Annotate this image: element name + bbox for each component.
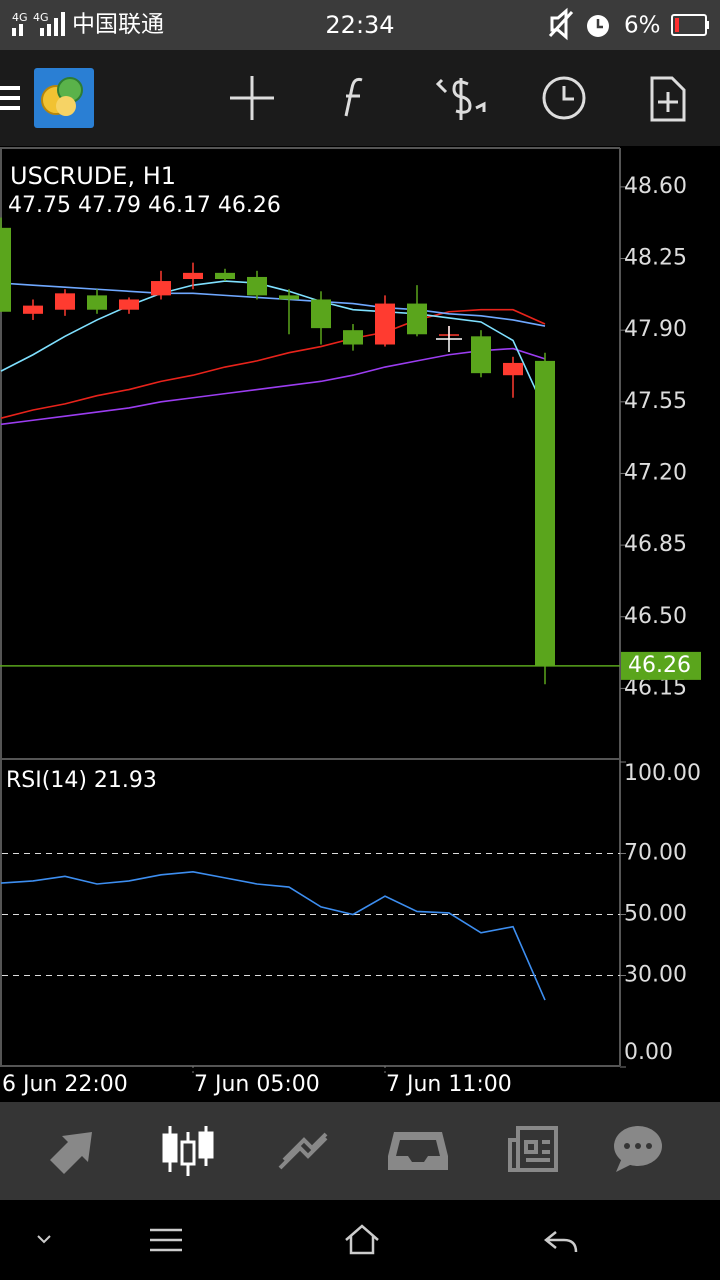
candle-body xyxy=(471,336,491,374)
y-tick-label: 47.90 xyxy=(624,317,687,342)
news-tab[interactable] xyxy=(508,1126,558,1172)
network: 4G xyxy=(12,11,28,24)
y-tick-label: 46.85 xyxy=(624,532,687,557)
candle-body xyxy=(407,303,427,335)
candle-body xyxy=(535,360,555,666)
last-price-box xyxy=(621,651,701,680)
y-tick-label: 48.25 xyxy=(624,246,687,271)
candle-body xyxy=(87,295,107,310)
candle-body xyxy=(183,272,203,280)
x-tick-label: 7 Jun 11:00 xyxy=(386,1072,512,1097)
nav-bar xyxy=(0,1200,720,1280)
clock: 22:34 xyxy=(325,11,394,39)
app-icon[interactable] xyxy=(34,68,94,128)
tab-bar xyxy=(0,1102,720,1200)
x-tick-label: 6 Jun 22:00 xyxy=(2,1072,128,1097)
rsi-line xyxy=(0,870,546,1001)
rsi-title: RSI(14) 21.93 xyxy=(6,768,157,793)
nav-menu[interactable] xyxy=(150,1228,182,1252)
chart-frame xyxy=(0,147,621,1067)
signal-icon xyxy=(12,12,65,36)
nav-back[interactable] xyxy=(543,1231,578,1253)
last-price-label: 46.26 xyxy=(628,653,691,678)
x-tick-label: 7 Jun 05:00 xyxy=(194,1072,320,1097)
rsi-tick-label: 70.00 xyxy=(624,841,687,866)
moving-average xyxy=(0,347,546,426)
quotes-tab[interactable] xyxy=(50,1132,92,1174)
candle-body xyxy=(55,293,75,310)
trade-button[interactable] xyxy=(435,78,486,120)
battery-level: 6% xyxy=(624,13,661,39)
alarm-icon xyxy=(587,15,609,37)
mute-icon xyxy=(548,7,574,41)
candle-body xyxy=(0,227,11,312)
candle-body xyxy=(375,303,395,345)
battery-icon xyxy=(671,14,709,36)
nav-collapse[interactable] xyxy=(37,1235,51,1244)
candle-body xyxy=(343,330,363,345)
menu-button[interactable] xyxy=(0,86,20,110)
candle-body xyxy=(215,272,235,280)
price-chart: 48.6048.2547.9047.5547.2046.8546.5046.15… xyxy=(0,174,701,1097)
moving-average xyxy=(0,308,546,419)
y-tick-label: 47.55 xyxy=(624,389,687,414)
candle-body xyxy=(247,276,267,296)
symbol-title: USCRUDE, H1 xyxy=(10,162,176,190)
moving-average xyxy=(0,282,546,327)
candle-body xyxy=(279,295,299,300)
rsi-tick-label: 30.00 xyxy=(624,963,687,988)
crosshair-button[interactable] xyxy=(230,76,274,120)
y-tick-label: 48.60 xyxy=(624,174,687,199)
indicators-button[interactable] xyxy=(344,77,363,117)
rsi-chart: 100.00 70.00 50.00 30.00 0.00 xyxy=(0,761,701,1068)
trade-tab[interactable] xyxy=(278,1132,328,1170)
rsi-tick-label: 50.00 xyxy=(624,902,687,927)
rsi-tick-label: 100.00 xyxy=(624,761,701,786)
history-tab[interactable] xyxy=(388,1132,448,1170)
candle-body xyxy=(23,305,43,314)
carrier: 中国联通 xyxy=(72,12,164,38)
moving-average xyxy=(0,280,546,411)
new-order-button[interactable] xyxy=(650,76,686,122)
cursor-crosshair xyxy=(436,326,462,352)
toolbar xyxy=(0,50,720,146)
ohlc-readout: 47.75 47.79 46.17 46.26 xyxy=(8,193,281,218)
rsi-tick-label: 0.00 xyxy=(624,1040,673,1065)
y-tick-label: 46.50 xyxy=(624,604,687,629)
period-button[interactable] xyxy=(542,76,586,120)
candle-body xyxy=(119,299,139,310)
network: 4G xyxy=(33,11,49,24)
nav-home[interactable] xyxy=(345,1224,379,1255)
chart-tab[interactable] xyxy=(162,1126,214,1176)
chat-tab[interactable] xyxy=(614,1126,662,1172)
candle-body xyxy=(151,281,171,296)
candle-body xyxy=(311,299,331,329)
candle-body xyxy=(503,362,523,376)
y-tick-label: 47.20 xyxy=(624,460,687,485)
